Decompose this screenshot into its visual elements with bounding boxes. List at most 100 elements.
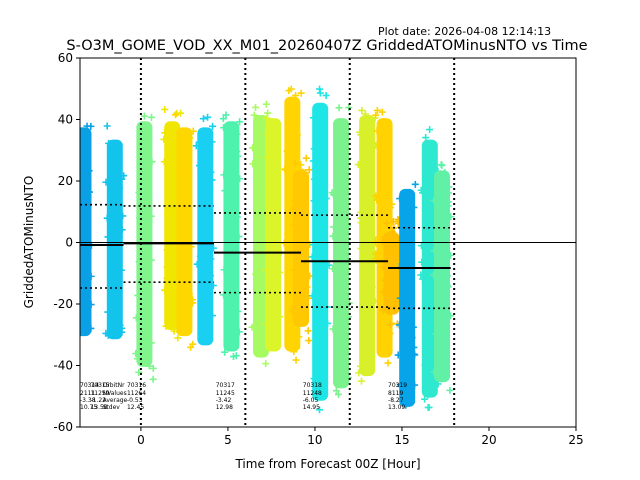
stats-value: -8.27: [388, 397, 404, 404]
data-point: [373, 106, 381, 114]
data-point: [235, 328, 243, 336]
data-point: [388, 200, 396, 208]
data-point: [291, 160, 299, 168]
stats-value: 12.98: [216, 404, 233, 411]
data-point: [208, 176, 216, 184]
data-point: [310, 197, 318, 205]
stats-value: 8119: [388, 390, 403, 397]
data-point: [410, 203, 418, 211]
y-tick-label: 40: [58, 113, 73, 127]
data-point: [367, 179, 375, 187]
data-point: [145, 362, 153, 370]
data-point: [209, 244, 217, 252]
data-point: [329, 191, 337, 199]
data-point: [428, 302, 436, 310]
data-point: [220, 291, 228, 299]
data-point: [365, 287, 373, 295]
data-point: [254, 190, 262, 198]
data-point: [329, 265, 337, 273]
data-point: [366, 264, 374, 272]
data-point: [198, 336, 206, 344]
data-point: [411, 180, 419, 188]
data-point: [220, 124, 228, 132]
data-point: [299, 292, 307, 300]
stats-value: 11264: [127, 390, 146, 397]
data-point: [276, 268, 284, 276]
data-point: [86, 188, 94, 196]
data-point: [250, 111, 258, 119]
stats-value: 70319: [388, 382, 407, 389]
stats-row-label: Stdev: [103, 404, 121, 411]
data-point: [179, 312, 187, 320]
data-point: [302, 209, 310, 217]
data-point: [379, 306, 387, 314]
data-point: [388, 228, 396, 236]
data-point: [302, 277, 310, 285]
data-point: [179, 184, 187, 192]
data-point: [373, 196, 381, 204]
data-point: [356, 362, 364, 370]
scatter-strip-13: [354, 106, 380, 385]
data-point: [317, 352, 325, 360]
data-point: [272, 132, 280, 140]
data-point: [343, 222, 351, 230]
data-point: [179, 225, 187, 233]
data-point: [362, 186, 370, 194]
data-point: [410, 343, 418, 351]
data-point: [293, 227, 301, 235]
stats-value: 12.45: [127, 404, 144, 411]
stats-value: 13.09: [388, 404, 405, 411]
x-axis-label: Time from Forecast 00Z [Hour]: [234, 457, 420, 471]
stats-value: 2111: [80, 390, 95, 397]
data-point: [80, 176, 86, 184]
strip-core: [223, 121, 240, 352]
data-point: [84, 317, 92, 325]
data-point: [357, 244, 365, 252]
data-point: [297, 89, 305, 97]
data-point: [386, 308, 394, 316]
stats-value: 70317: [216, 382, 235, 389]
data-point: [110, 257, 118, 265]
data-point: [293, 178, 301, 186]
data-point: [80, 210, 85, 218]
data-point: [315, 265, 323, 273]
data-point: [163, 246, 171, 254]
scatter-strip-4: [171, 111, 197, 351]
data-point: [408, 334, 416, 342]
data-point: [309, 114, 317, 122]
data-point: [198, 285, 206, 293]
data-point: [319, 118, 327, 126]
data-point: [357, 214, 365, 222]
stats-value: -3.42: [216, 397, 232, 404]
data-point: [147, 212, 155, 220]
data-point: [289, 221, 297, 229]
data-point: [167, 143, 175, 151]
data-point: [234, 307, 242, 315]
data-point: [302, 154, 310, 162]
data-point: [296, 306, 304, 314]
data-point: [178, 206, 186, 214]
data-point: [143, 356, 151, 364]
data-point: [203, 264, 211, 272]
plot-date: Plot date: 2026-04-08 12:14:13: [378, 25, 551, 38]
data-point: [359, 289, 367, 297]
data-point: [315, 154, 323, 162]
stats-value: -6.05: [303, 397, 319, 404]
data-point: [417, 242, 425, 250]
data-point: [207, 272, 215, 280]
data-point: [83, 220, 91, 228]
stats-value: 11245: [216, 390, 235, 397]
data-point: [402, 401, 410, 409]
data-point: [438, 161, 446, 169]
data-point: [375, 242, 383, 250]
data-point: [256, 178, 264, 186]
data-point: [186, 134, 194, 142]
data-point: [87, 324, 95, 332]
data-point: [395, 321, 403, 329]
scatter-strip-7: [248, 100, 274, 368]
data-point: [295, 268, 303, 276]
data-point: [281, 165, 289, 173]
data-point: [444, 189, 452, 197]
y-axis-label: GriddedATOMinusNTO: [22, 176, 36, 309]
